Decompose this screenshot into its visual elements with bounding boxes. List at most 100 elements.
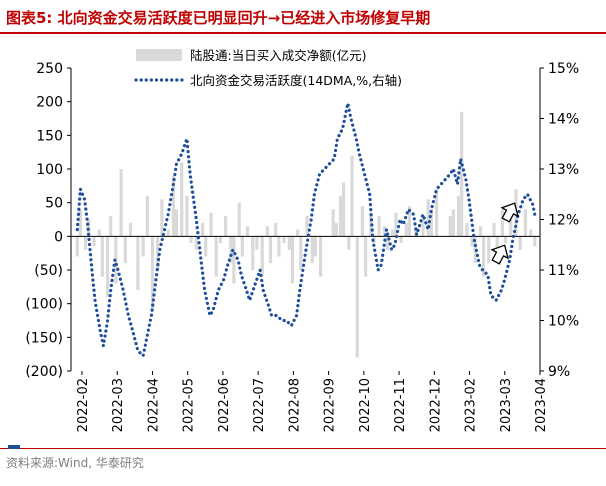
bar bbox=[232, 236, 236, 284]
legend: 陆股通:当日买入成交净额(亿元) 北向资金交易活跃度(14DMA,%,右轴) bbox=[134, 48, 402, 88]
bar bbox=[150, 236, 155, 311]
chart: 陆股通:当日买入成交净额(亿元) 北向资金交易活跃度(14DMA,%,右轴) 25… bbox=[25, 48, 579, 432]
bar bbox=[529, 229, 533, 237]
bar bbox=[448, 216, 452, 237]
bar bbox=[399, 236, 403, 243]
x-tick-label: 2023-04 bbox=[534, 378, 549, 432]
bar bbox=[435, 189, 439, 237]
bar bbox=[274, 222, 278, 237]
bar bbox=[185, 195, 189, 237]
bar bbox=[75, 236, 79, 257]
legend-label-bars: 陆股通:当日买入成交净额(亿元) bbox=[190, 48, 366, 63]
bar bbox=[509, 219, 513, 237]
bar bbox=[201, 222, 205, 237]
legend-label-line: 北向资金交易活跃度(14DMA,%,右轴) bbox=[190, 73, 402, 88]
bar bbox=[342, 182, 346, 237]
bar bbox=[470, 236, 474, 247]
left-tick-label: (100) bbox=[25, 297, 63, 313]
x-tick-label: 2022-10 bbox=[358, 378, 373, 432]
bar bbox=[299, 236, 303, 270]
right-tick-label: 13% bbox=[548, 162, 579, 178]
right-tick-label: 10% bbox=[548, 314, 579, 330]
bar bbox=[347, 236, 351, 250]
bar bbox=[404, 222, 408, 237]
left-tick-label: 250 bbox=[36, 61, 63, 77]
bar bbox=[160, 199, 164, 237]
x-tick-label: 2022-11 bbox=[393, 378, 408, 432]
left-tick-label: 150 bbox=[36, 128, 63, 144]
bar bbox=[465, 222, 469, 237]
right-tick-label: 11% bbox=[548, 263, 579, 279]
arrow-up-icon bbox=[500, 202, 519, 223]
bar bbox=[119, 169, 123, 237]
x-tick-label: 2022-02 bbox=[76, 378, 91, 432]
bar bbox=[503, 236, 508, 243]
bar bbox=[268, 236, 273, 264]
bar bbox=[313, 236, 317, 257]
bar bbox=[331, 209, 335, 237]
line-layer bbox=[75, 101, 537, 358]
bar bbox=[394, 212, 398, 237]
left-tick-label: (200) bbox=[25, 364, 63, 380]
bar bbox=[460, 111, 464, 237]
bar bbox=[429, 209, 433, 237]
bar bbox=[84, 236, 88, 250]
bar bbox=[518, 236, 522, 250]
bar bbox=[109, 216, 113, 237]
bar bbox=[136, 236, 140, 291]
footer-mark bbox=[8, 445, 20, 449]
bar bbox=[310, 236, 314, 264]
bars-layer bbox=[75, 111, 537, 358]
bar bbox=[194, 236, 198, 250]
bar bbox=[282, 236, 286, 243]
bar bbox=[426, 199, 430, 237]
title-rule bbox=[0, 32, 606, 34]
bar bbox=[338, 195, 343, 237]
bar bbox=[482, 236, 486, 277]
x-tick-label: 2022-05 bbox=[182, 378, 197, 432]
bar bbox=[240, 236, 244, 257]
bar bbox=[360, 206, 364, 237]
bar bbox=[364, 236, 368, 277]
bar bbox=[500, 209, 504, 237]
bar bbox=[377, 216, 381, 237]
chart-title: 图表5: 北向资金交易活跃度已明显回升→已经进入市场修复早期 bbox=[6, 9, 431, 27]
bar bbox=[287, 236, 291, 250]
bar bbox=[391, 229, 395, 237]
footer-rule bbox=[0, 448, 606, 449]
bar bbox=[421, 219, 425, 237]
bar bbox=[451, 209, 455, 237]
bar bbox=[123, 236, 127, 264]
bar bbox=[492, 222, 496, 237]
bar bbox=[128, 222, 133, 237]
bar bbox=[523, 209, 527, 237]
bar bbox=[296, 229, 300, 237]
left-tick-label: 200 bbox=[36, 95, 63, 111]
annotations-layer bbox=[490, 202, 519, 265]
left-tick-label: (150) bbox=[25, 330, 63, 346]
bar bbox=[245, 226, 250, 237]
left-tick-label: 50 bbox=[45, 196, 63, 212]
bar bbox=[533, 236, 537, 247]
x-tick-label: 2023-02 bbox=[464, 378, 479, 432]
legend-swatch-bars bbox=[136, 49, 182, 61]
bar bbox=[478, 226, 483, 237]
right-tick-label: 12% bbox=[548, 213, 579, 229]
left-tick-label: 0 bbox=[54, 229, 63, 245]
bar bbox=[171, 175, 175, 237]
bar bbox=[385, 236, 390, 250]
x-tick-label: 2022-09 bbox=[323, 378, 338, 432]
bar bbox=[78, 209, 82, 237]
bar bbox=[355, 236, 359, 358]
bar bbox=[251, 236, 255, 270]
bar bbox=[319, 236, 323, 277]
x-tick-label: 2023-03 bbox=[499, 378, 514, 432]
bar bbox=[305, 216, 309, 237]
bar bbox=[290, 236, 294, 284]
x-tick-label: 2022-08 bbox=[287, 378, 302, 432]
x-tick-label: 2022-12 bbox=[428, 378, 443, 432]
bar bbox=[145, 195, 149, 237]
bar bbox=[350, 155, 354, 237]
bar bbox=[218, 236, 222, 243]
